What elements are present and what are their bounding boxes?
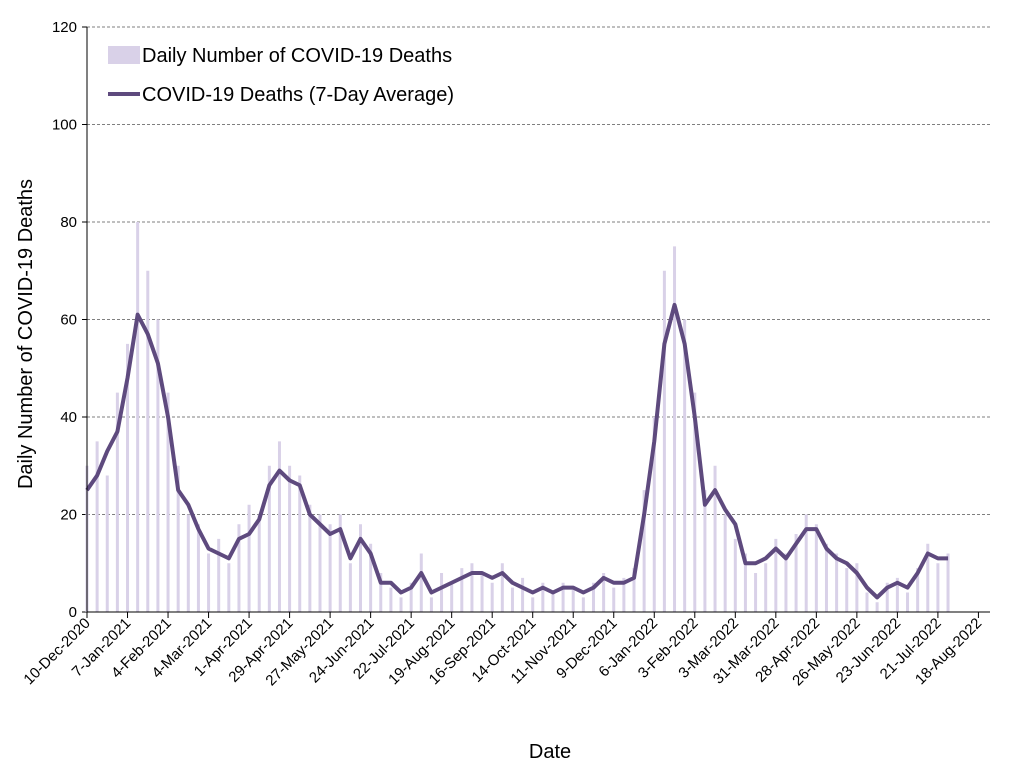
bar xyxy=(490,582,494,612)
bar xyxy=(338,514,342,612)
bar xyxy=(510,587,514,612)
bar xyxy=(723,514,727,612)
bar xyxy=(267,465,271,612)
bar xyxy=(359,524,363,612)
bar xyxy=(835,553,839,612)
bar xyxy=(328,524,332,612)
bar xyxy=(257,514,261,612)
bar xyxy=(865,592,869,612)
bar xyxy=(389,587,393,612)
bar xyxy=(298,475,302,612)
y-tick-label: 100 xyxy=(52,117,77,134)
bar xyxy=(217,538,221,612)
bar xyxy=(895,577,899,612)
legend-swatch xyxy=(108,46,140,64)
y-tick-label: 0 xyxy=(69,604,77,621)
bar xyxy=(622,577,626,612)
bar xyxy=(176,465,180,612)
bar xyxy=(227,563,231,612)
line xyxy=(85,302,949,600)
bar xyxy=(500,563,504,612)
bar xyxy=(207,553,211,612)
bar xyxy=(541,582,545,612)
bar xyxy=(652,417,656,612)
bar xyxy=(480,573,484,612)
bar xyxy=(521,577,525,612)
bar xyxy=(571,587,575,612)
bar xyxy=(105,475,109,612)
bar xyxy=(348,563,352,612)
bar xyxy=(186,514,190,612)
bar xyxy=(136,222,140,612)
bar xyxy=(591,582,595,612)
legend-label: COVID-19 Deaths (7-Day Average) xyxy=(142,84,454,106)
bar xyxy=(845,568,849,612)
y-tick-label: 80 xyxy=(60,214,77,231)
bar xyxy=(126,343,130,612)
y-tick-label: 20 xyxy=(60,507,77,524)
bar xyxy=(703,490,707,612)
bar xyxy=(409,582,413,612)
bar xyxy=(683,319,687,612)
bar xyxy=(561,582,565,612)
bar xyxy=(146,270,150,612)
y-axis-label: Daily Number of COVID-19 Deaths xyxy=(15,179,37,489)
bar xyxy=(885,582,889,612)
bar xyxy=(906,592,910,612)
bar xyxy=(460,568,464,612)
bar xyxy=(115,392,119,612)
bar xyxy=(277,441,281,612)
bar xyxy=(612,587,616,612)
bar xyxy=(237,524,241,612)
legend-label: Daily Number of COVID-19 Deaths xyxy=(142,45,452,67)
bar xyxy=(743,553,747,612)
bar xyxy=(450,582,454,612)
y-tick-label: 40 xyxy=(60,409,77,426)
bar xyxy=(288,465,292,612)
bar xyxy=(784,553,788,612)
y-tick-label: 60 xyxy=(60,312,77,329)
bar xyxy=(419,553,423,612)
bar xyxy=(429,597,433,612)
bar xyxy=(824,543,828,612)
bar xyxy=(713,465,717,612)
bar xyxy=(662,270,666,612)
bar xyxy=(470,563,474,612)
bar xyxy=(440,573,444,612)
bar xyxy=(855,563,859,612)
bar xyxy=(642,490,646,612)
bar xyxy=(875,602,879,612)
bar xyxy=(379,573,383,612)
bar xyxy=(804,514,808,612)
bar xyxy=(318,514,322,612)
bar xyxy=(531,597,535,612)
bar xyxy=(754,573,758,612)
bar xyxy=(632,568,636,612)
bar xyxy=(95,441,99,612)
bar xyxy=(774,538,778,612)
bar xyxy=(764,563,768,612)
bar xyxy=(156,319,160,612)
bar xyxy=(196,524,200,612)
bar xyxy=(916,568,920,612)
bar xyxy=(602,573,606,612)
bar xyxy=(936,563,940,612)
bar xyxy=(814,524,818,612)
bar xyxy=(551,592,555,612)
bar xyxy=(673,246,677,612)
bar xyxy=(369,543,373,612)
bar xyxy=(166,392,170,612)
x-axis-label: Date xyxy=(529,741,571,763)
bar xyxy=(733,538,737,612)
bar xyxy=(926,543,930,612)
bar xyxy=(794,534,798,612)
bar xyxy=(247,504,251,612)
bar xyxy=(946,553,950,612)
y-tick-label: 120 xyxy=(52,19,77,36)
bar xyxy=(693,392,697,612)
bar xyxy=(308,504,312,612)
bar xyxy=(399,597,403,612)
bar xyxy=(581,597,585,612)
